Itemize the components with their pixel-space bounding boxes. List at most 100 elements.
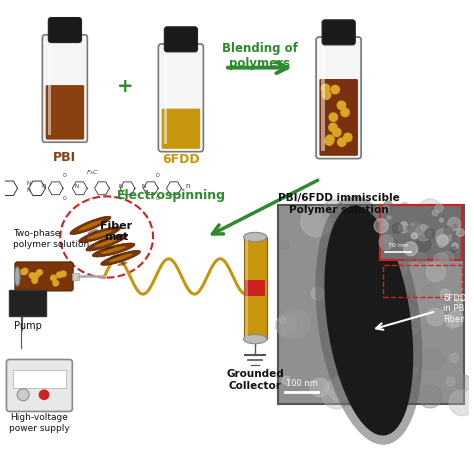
Ellipse shape: [244, 232, 267, 242]
Circle shape: [329, 113, 337, 121]
Circle shape: [383, 255, 407, 280]
Ellipse shape: [110, 254, 121, 258]
Text: $CF_3$: $CF_3$: [87, 196, 99, 205]
Circle shape: [369, 386, 389, 405]
Text: PBI/6FDD immiscible
Polymer solution: PBI/6FDD immiscible Polymer solution: [278, 193, 400, 215]
Bar: [278, 204, 464, 404]
Circle shape: [418, 199, 443, 225]
Circle shape: [338, 260, 370, 292]
Ellipse shape: [92, 243, 135, 257]
Circle shape: [409, 238, 415, 244]
Circle shape: [446, 315, 459, 328]
Ellipse shape: [104, 246, 114, 251]
Circle shape: [319, 245, 350, 276]
Text: 100 nm: 100 nm: [286, 379, 318, 388]
Circle shape: [425, 228, 435, 238]
Circle shape: [417, 253, 426, 263]
Circle shape: [425, 210, 436, 221]
Ellipse shape: [109, 254, 133, 262]
Circle shape: [293, 340, 302, 349]
Circle shape: [422, 285, 435, 298]
Text: O: O: [156, 173, 160, 178]
FancyBboxPatch shape: [46, 85, 84, 139]
Circle shape: [411, 237, 431, 256]
Circle shape: [439, 251, 454, 265]
Circle shape: [416, 237, 431, 252]
Circle shape: [321, 84, 330, 92]
Circle shape: [394, 240, 398, 244]
Circle shape: [383, 222, 387, 225]
Circle shape: [427, 308, 445, 326]
Circle shape: [61, 271, 66, 277]
Circle shape: [448, 218, 461, 230]
Circle shape: [426, 263, 445, 282]
Circle shape: [428, 216, 436, 225]
Circle shape: [415, 225, 431, 241]
Circle shape: [326, 135, 334, 144]
FancyBboxPatch shape: [158, 44, 203, 152]
FancyBboxPatch shape: [7, 359, 73, 411]
FancyBboxPatch shape: [322, 20, 356, 45]
Text: Blending of
polymers: Blending of polymers: [222, 42, 298, 70]
Circle shape: [410, 282, 434, 305]
Ellipse shape: [88, 229, 98, 234]
Ellipse shape: [100, 250, 140, 265]
Text: n: n: [42, 183, 46, 189]
Text: High-voltage
power supply: High-voltage power supply: [9, 413, 70, 433]
Ellipse shape: [97, 238, 107, 243]
Ellipse shape: [101, 246, 127, 254]
Bar: [72, 273, 79, 280]
Circle shape: [322, 380, 351, 409]
Circle shape: [392, 223, 402, 234]
Circle shape: [438, 241, 445, 247]
Circle shape: [435, 204, 443, 212]
Circle shape: [341, 108, 349, 117]
Circle shape: [355, 341, 375, 361]
Circle shape: [381, 264, 392, 275]
Circle shape: [421, 348, 443, 371]
Circle shape: [282, 376, 290, 384]
Circle shape: [388, 260, 395, 267]
Text: N: N: [27, 181, 31, 185]
Circle shape: [405, 255, 413, 263]
Circle shape: [53, 280, 58, 286]
Ellipse shape: [79, 227, 121, 243]
Circle shape: [39, 390, 49, 400]
Circle shape: [456, 296, 463, 303]
Bar: [244, 237, 267, 339]
Bar: [245, 280, 265, 296]
Circle shape: [325, 137, 333, 145]
Circle shape: [21, 269, 27, 274]
Text: N: N: [118, 184, 123, 189]
Circle shape: [411, 368, 418, 374]
Circle shape: [322, 200, 345, 223]
FancyBboxPatch shape: [164, 27, 198, 52]
Text: O: O: [156, 196, 160, 201]
Circle shape: [310, 378, 329, 397]
Ellipse shape: [86, 234, 128, 251]
Circle shape: [411, 223, 414, 226]
Circle shape: [383, 201, 393, 211]
Circle shape: [345, 247, 373, 275]
Circle shape: [455, 374, 471, 391]
Text: Electrospinning: Electrospinning: [117, 189, 226, 202]
Circle shape: [57, 272, 62, 278]
Circle shape: [383, 205, 389, 212]
Circle shape: [387, 216, 391, 219]
Circle shape: [421, 232, 433, 243]
Circle shape: [409, 222, 422, 236]
FancyBboxPatch shape: [319, 79, 358, 156]
Text: O: O: [63, 173, 67, 178]
Circle shape: [420, 299, 444, 323]
Circle shape: [388, 220, 397, 228]
Circle shape: [322, 91, 331, 99]
Circle shape: [446, 377, 455, 386]
Text: O: O: [63, 196, 67, 201]
Circle shape: [390, 356, 403, 369]
Circle shape: [331, 85, 339, 94]
Circle shape: [379, 235, 393, 249]
Circle shape: [351, 319, 379, 347]
Circle shape: [328, 376, 352, 401]
Circle shape: [444, 226, 452, 234]
Circle shape: [419, 385, 442, 408]
